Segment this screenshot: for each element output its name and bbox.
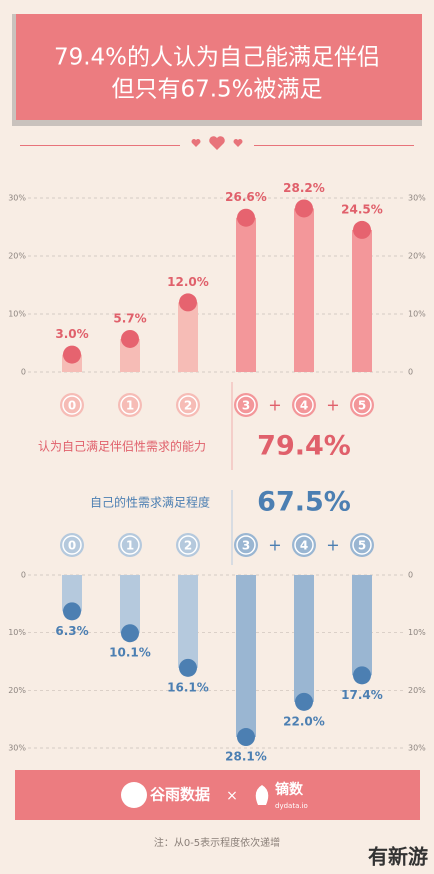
category-marker-ring [236, 395, 256, 415]
operator: + [268, 396, 281, 415]
category-label: 1 [126, 539, 134, 553]
logo-icon [255, 785, 269, 805]
footer-box [15, 770, 420, 820]
category-label: 0 [68, 539, 76, 553]
y-tick-label: 0 [408, 571, 413, 580]
bar-dot [295, 199, 313, 218]
y-tick-label: 20% [408, 252, 426, 261]
category-marker-ring [62, 395, 82, 415]
bar [120, 575, 140, 634]
category-marker-ring [236, 535, 256, 555]
y-tick-label: 10% [8, 628, 26, 637]
category-label: 2 [184, 539, 192, 553]
value-label: 28.2% [283, 181, 325, 195]
operator: + [326, 536, 339, 555]
category-label: 3 [242, 539, 250, 553]
bar [294, 575, 314, 702]
y-tick-label: 10% [408, 628, 426, 637]
logo-subtext: dydata.io [275, 802, 308, 810]
category-marker-ring [120, 535, 140, 555]
y-tick-label: 0 [21, 368, 26, 377]
category-marker-ring [294, 395, 314, 415]
category-label: 3 [242, 399, 250, 413]
y-tick-label: 30% [408, 194, 426, 203]
title-line: 79.4%的人认为自己能满足伴侣 [54, 45, 380, 71]
logo-separator: × [226, 788, 238, 804]
annotation-value: 79.4% [257, 431, 351, 462]
bar-dot [179, 293, 197, 312]
value-label: 6.3% [55, 624, 88, 638]
bar-dot [237, 208, 255, 227]
watermark: 有新游 [368, 845, 428, 869]
y-tick-label: 30% [8, 194, 26, 203]
title-line: 但只有67.5%被满足 [111, 77, 322, 103]
category-marker-ring [352, 395, 372, 415]
annotation-label: 自己的性需求满足程度 [90, 495, 210, 510]
bar [62, 575, 82, 612]
bar-dot [353, 666, 371, 685]
bar [294, 208, 314, 372]
category-label: 0 [68, 399, 76, 413]
value-label: 12.0% [167, 275, 209, 289]
bar-dot [353, 220, 371, 239]
operator: + [326, 396, 339, 415]
category-label: 5 [358, 399, 366, 413]
value-label: 17.4% [341, 688, 383, 702]
category-marker-ring [178, 395, 198, 415]
annotation-label: 认为自己满足伴侣性需求的能力 [38, 439, 206, 454]
bar [352, 575, 372, 676]
category-label: 2 [184, 399, 192, 413]
operator: + [268, 536, 281, 555]
bar-dot [121, 329, 139, 348]
category-label: 1 [126, 399, 134, 413]
bar [236, 575, 256, 738]
bar [120, 338, 140, 372]
bar [352, 229, 372, 372]
value-label: 26.6% [225, 190, 267, 204]
bar-dot [179, 658, 197, 677]
logo-text: 镝数 [275, 781, 304, 798]
y-tick-label: 20% [8, 252, 26, 261]
value-label: 22.0% [283, 714, 325, 728]
hearts [20, 136, 414, 150]
logo-icon [121, 782, 147, 808]
header-box [16, 14, 422, 120]
y-tick-label: 10% [408, 310, 426, 319]
value-label: 28.1% [225, 750, 267, 764]
y-tick-label: 0 [408, 368, 413, 377]
footnote: 注：从0-5表示程度依次递增 [154, 836, 280, 849]
category-marker-ring [62, 535, 82, 555]
category-label: 5 [358, 539, 366, 553]
value-label: 5.7% [113, 311, 146, 325]
y-tick-label: 20% [8, 686, 26, 695]
category-marker-ring [352, 535, 372, 555]
category-marker-ring [294, 535, 314, 555]
value-label: 10.1% [109, 646, 151, 660]
bar-dot [121, 624, 139, 643]
y-tick-label: 30% [408, 744, 426, 753]
value-label: 24.5% [341, 202, 383, 216]
bar [178, 575, 198, 668]
category-marker-ring [120, 395, 140, 415]
annotation-value: 67.5% [257, 487, 351, 518]
y-tick-label: 30% [8, 744, 26, 753]
category-marker-ring [178, 535, 198, 555]
bar-dot [237, 728, 255, 747]
y-tick-label: 0 [21, 571, 26, 580]
bar-dot [63, 602, 81, 621]
bar-dot [63, 345, 81, 364]
logo-text: 谷雨数据 [150, 786, 210, 804]
category-label: 4 [300, 539, 308, 553]
value-label: 16.1% [167, 680, 209, 694]
bar [236, 217, 256, 372]
y-tick-label: 10% [8, 310, 26, 319]
value-label: 3.0% [55, 327, 88, 341]
y-tick-label: 20% [408, 686, 426, 695]
bar [178, 302, 198, 372]
bar-dot [295, 692, 313, 711]
category-label: 4 [300, 399, 308, 413]
